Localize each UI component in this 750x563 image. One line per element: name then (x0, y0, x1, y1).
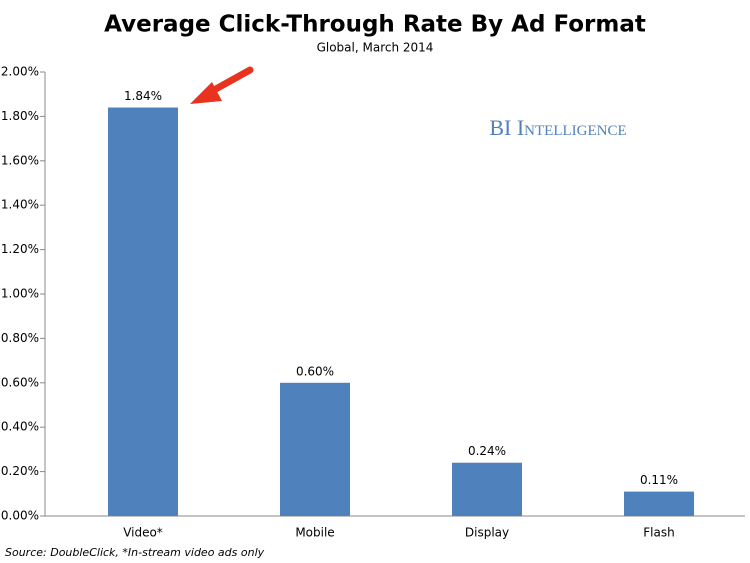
x-tick-label: Display (465, 526, 509, 540)
x-tick-label: Flash (643, 526, 674, 540)
chart-title: Average Click-Through Rate By Ad Format (104, 12, 646, 38)
value-label: 1.84% (124, 89, 162, 103)
y-tick-label: 0.40% (1, 420, 39, 434)
x-tick-label: Video* (123, 526, 163, 540)
y-tick-label: 0.20% (1, 464, 39, 478)
x-tick-label: Mobile (295, 526, 334, 540)
y-tick-label: 0.60% (1, 375, 39, 389)
value-label: 0.60% (296, 364, 334, 378)
y-tick-label: 1.20% (1, 242, 39, 256)
y-tick-label: 1.60% (1, 153, 39, 167)
source-note: Source: DoubleClick, *In-stream video ad… (5, 546, 265, 559)
bar (452, 462, 522, 516)
value-label: 0.11% (640, 473, 678, 487)
y-tick-label: 2.00% (1, 65, 39, 79)
y-tick-label: 1.80% (1, 109, 39, 123)
value-label: 0.24% (468, 444, 506, 458)
chart-subtitle: Global, March 2014 (317, 41, 434, 55)
bar (280, 382, 350, 516)
arrow (190, 66, 254, 104)
watermark: BI Intelligence (489, 115, 626, 140)
y-tick-label: 0.00% (1, 509, 39, 523)
y-tick-label: 1.00% (1, 287, 39, 301)
y-tick-label: 1.40% (1, 198, 39, 212)
bar (624, 491, 694, 516)
y-tick-label: 0.80% (1, 331, 39, 345)
bar (108, 107, 178, 517)
